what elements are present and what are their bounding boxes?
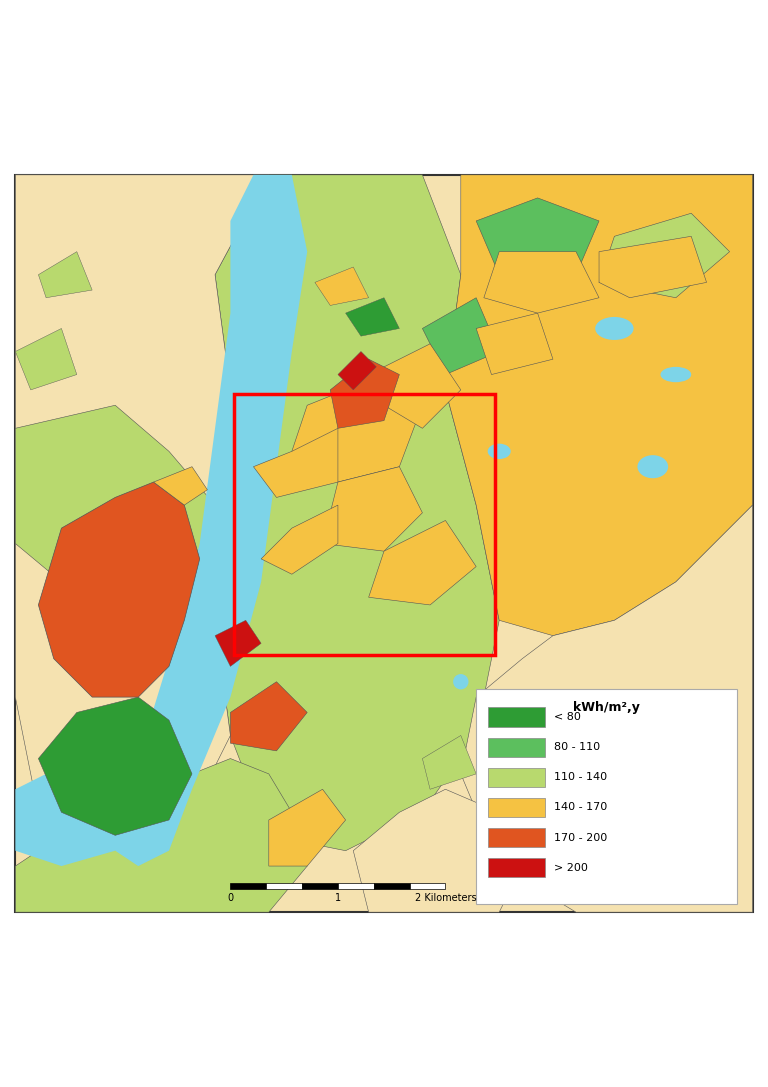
Polygon shape bbox=[461, 505, 753, 912]
Ellipse shape bbox=[453, 674, 468, 689]
FancyBboxPatch shape bbox=[476, 689, 737, 904]
Polygon shape bbox=[338, 351, 376, 390]
Text: 2 Kilometers: 2 Kilometers bbox=[415, 892, 476, 903]
Polygon shape bbox=[38, 482, 200, 697]
Ellipse shape bbox=[588, 728, 611, 744]
Bar bbox=[409, 883, 445, 889]
Ellipse shape bbox=[660, 366, 691, 383]
Polygon shape bbox=[476, 198, 599, 275]
Polygon shape bbox=[292, 375, 422, 482]
Polygon shape bbox=[38, 252, 92, 298]
Bar bbox=[488, 737, 545, 757]
Polygon shape bbox=[15, 175, 269, 851]
Polygon shape bbox=[261, 505, 338, 574]
Bar bbox=[266, 883, 302, 889]
Polygon shape bbox=[269, 789, 346, 866]
Polygon shape bbox=[15, 405, 246, 659]
Polygon shape bbox=[353, 789, 522, 912]
Polygon shape bbox=[215, 175, 499, 851]
Polygon shape bbox=[115, 175, 307, 866]
Polygon shape bbox=[230, 682, 307, 751]
Text: 110 - 140: 110 - 140 bbox=[554, 773, 607, 783]
Text: 1: 1 bbox=[335, 892, 341, 903]
Text: 80 - 110: 80 - 110 bbox=[554, 742, 601, 752]
Polygon shape bbox=[476, 313, 553, 375]
Polygon shape bbox=[484, 252, 599, 313]
Polygon shape bbox=[15, 759, 154, 866]
Polygon shape bbox=[38, 697, 192, 835]
Polygon shape bbox=[599, 213, 730, 298]
Ellipse shape bbox=[595, 317, 634, 340]
Text: < 80: < 80 bbox=[554, 712, 581, 722]
Ellipse shape bbox=[637, 455, 668, 478]
Polygon shape bbox=[422, 736, 476, 789]
Polygon shape bbox=[323, 466, 422, 551]
Bar bbox=[488, 858, 545, 877]
Polygon shape bbox=[522, 789, 584, 851]
Bar bbox=[488, 767, 545, 787]
Bar bbox=[374, 883, 409, 889]
Polygon shape bbox=[315, 267, 369, 305]
Text: 170 - 200: 170 - 200 bbox=[554, 833, 607, 842]
Text: kWh/m²,y: kWh/m²,y bbox=[573, 701, 641, 714]
Bar bbox=[488, 708, 545, 727]
Polygon shape bbox=[15, 328, 77, 390]
Polygon shape bbox=[15, 175, 753, 912]
Bar bbox=[488, 798, 545, 817]
Polygon shape bbox=[15, 759, 307, 912]
Polygon shape bbox=[369, 343, 461, 428]
Polygon shape bbox=[369, 521, 476, 605]
Polygon shape bbox=[346, 298, 399, 336]
Polygon shape bbox=[330, 359, 399, 428]
Bar bbox=[488, 828, 545, 847]
Bar bbox=[234, 393, 495, 654]
Polygon shape bbox=[599, 236, 707, 298]
Polygon shape bbox=[445, 175, 753, 636]
Text: > 200: > 200 bbox=[554, 863, 588, 873]
Bar bbox=[230, 883, 266, 889]
Bar bbox=[302, 883, 338, 889]
Ellipse shape bbox=[522, 777, 553, 801]
Bar bbox=[338, 883, 374, 889]
Polygon shape bbox=[154, 466, 207, 505]
Polygon shape bbox=[422, 298, 499, 375]
Polygon shape bbox=[215, 621, 261, 666]
Polygon shape bbox=[253, 428, 338, 498]
Text: 140 - 170: 140 - 170 bbox=[554, 802, 607, 812]
Text: 0: 0 bbox=[227, 892, 233, 903]
Ellipse shape bbox=[488, 443, 511, 459]
